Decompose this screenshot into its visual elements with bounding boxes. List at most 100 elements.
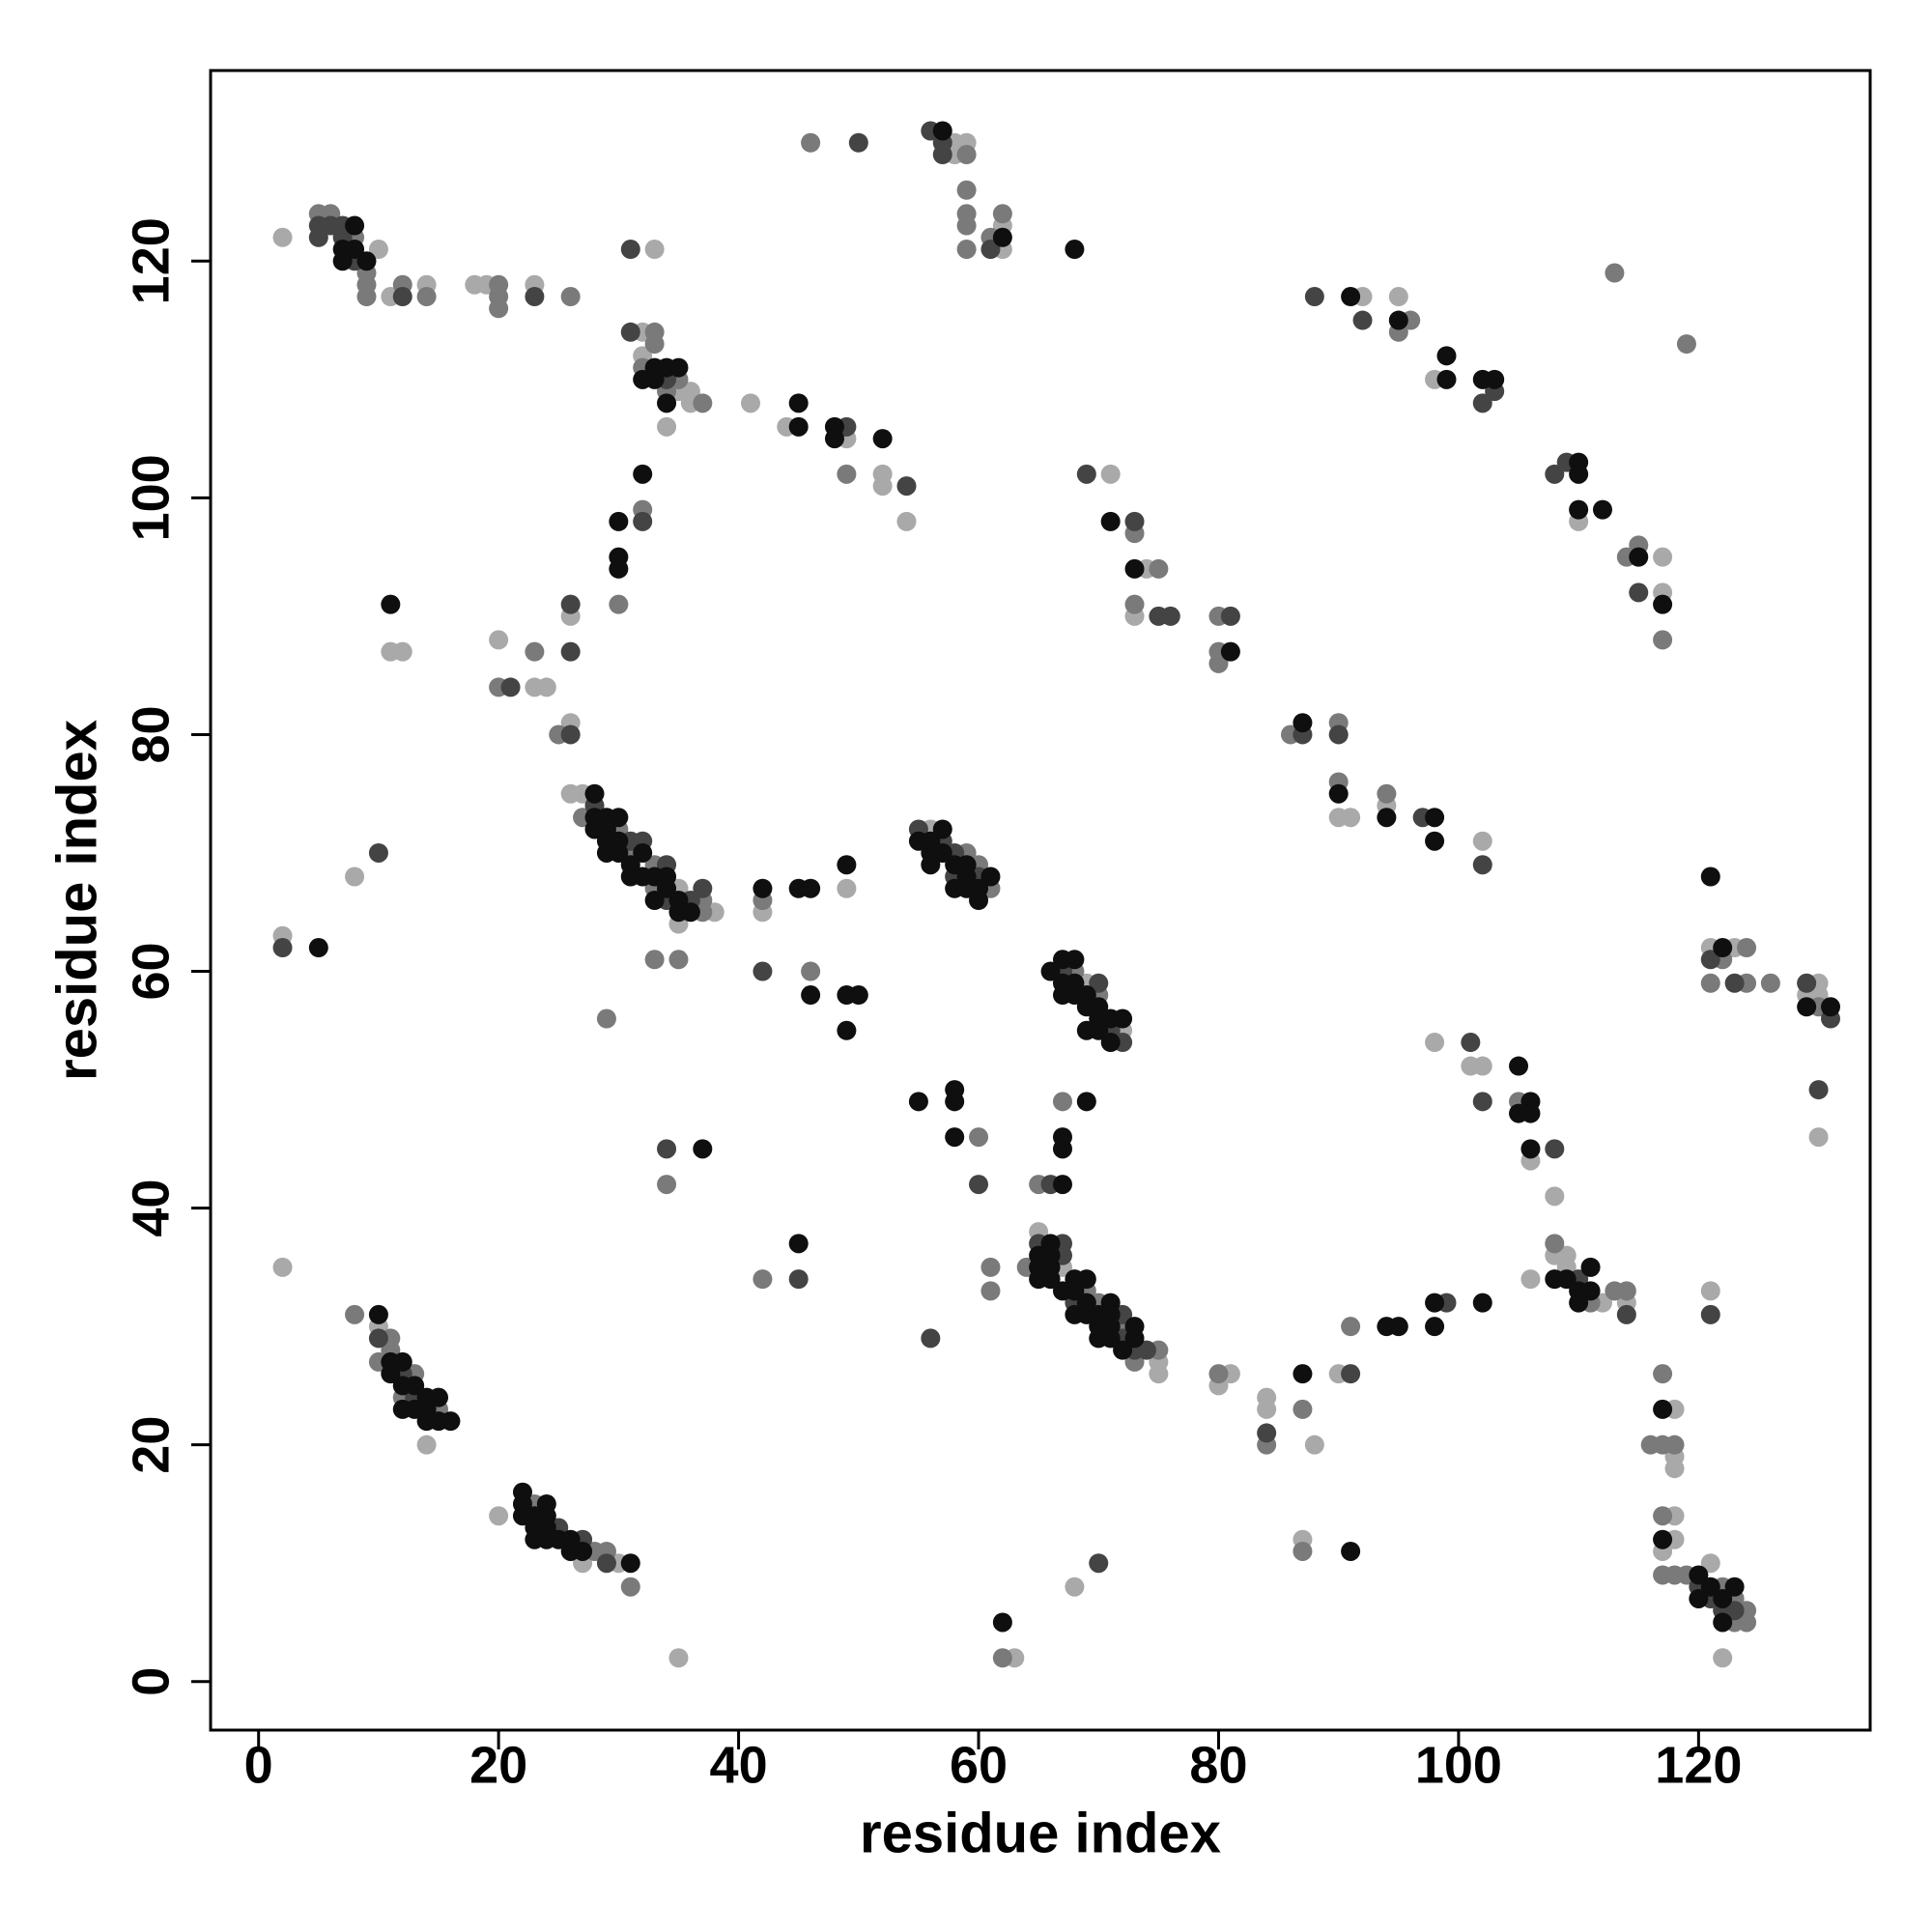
point [633, 464, 653, 484]
point [644, 334, 665, 355]
point [489, 630, 509, 650]
point [272, 1257, 293, 1277]
y-axis-title: residue index [45, 720, 108, 1081]
point [1545, 464, 1565, 484]
y-tick-label: 20 [122, 1416, 180, 1474]
point [1664, 1435, 1685, 1455]
point [1808, 1127, 1829, 1148]
point [1341, 1541, 1361, 1561]
point [1713, 1588, 1733, 1608]
point [1700, 973, 1720, 993]
point [1100, 1033, 1121, 1053]
point [596, 1553, 616, 1574]
point [848, 985, 868, 1006]
point [356, 251, 377, 271]
point [668, 1648, 689, 1668]
point [668, 357, 689, 378]
point [1700, 1553, 1720, 1574]
point [1737, 1612, 1757, 1633]
point [837, 1020, 857, 1040]
point [1124, 511, 1145, 531]
point [1569, 1293, 1589, 1313]
point [1436, 346, 1457, 366]
point [416, 287, 437, 307]
x-tick-label: 80 [1189, 1736, 1247, 1794]
point [500, 677, 521, 697]
plot-frame [209, 69, 1872, 1732]
point [1220, 641, 1240, 662]
point [741, 393, 761, 413]
point [956, 180, 977, 200]
point [1089, 1020, 1109, 1040]
point [1052, 1139, 1072, 1159]
point [1065, 950, 1085, 970]
point [1556, 1269, 1577, 1290]
point [1689, 1588, 1709, 1608]
point [609, 808, 629, 828]
point [525, 287, 545, 307]
y-tick-label: 80 [122, 705, 180, 763]
point [657, 416, 677, 437]
point [1293, 1364, 1313, 1384]
point [657, 393, 677, 413]
point [620, 1553, 640, 1574]
point [896, 511, 917, 531]
point [1136, 1340, 1156, 1360]
point [573, 1541, 593, 1561]
point [1208, 1364, 1229, 1384]
point [680, 902, 700, 923]
y-tick-label: 100 [122, 454, 180, 541]
point [644, 950, 665, 970]
point [980, 1281, 1001, 1301]
point [308, 938, 328, 958]
point [272, 938, 293, 958]
point [1124, 1328, 1145, 1349]
point [1689, 1565, 1709, 1585]
point [932, 145, 952, 165]
point [980, 240, 1001, 260]
point [668, 950, 689, 970]
point [1089, 973, 1109, 993]
point [1065, 240, 1085, 260]
point [1220, 606, 1240, 626]
point [837, 855, 857, 875]
point [272, 227, 293, 247]
point [489, 1506, 509, 1526]
point [356, 287, 377, 307]
point [1040, 1269, 1061, 1290]
x-tick-label: 40 [710, 1736, 768, 1794]
point [1545, 1139, 1565, 1159]
point [584, 783, 605, 804]
point [308, 227, 328, 247]
point [693, 878, 713, 898]
x-tick-label: 20 [469, 1736, 527, 1794]
point [1653, 1399, 1673, 1419]
point [1076, 1092, 1096, 1112]
point [1724, 1577, 1745, 1597]
point [1425, 1293, 1445, 1313]
point [837, 464, 857, 484]
point [1113, 1340, 1133, 1360]
point [405, 1376, 425, 1396]
point [788, 1234, 809, 1254]
point [1520, 1139, 1541, 1159]
point [1100, 1328, 1121, 1349]
point [1737, 938, 1757, 958]
point [1472, 393, 1492, 413]
point [1653, 1364, 1673, 1384]
point [1377, 783, 1397, 804]
point [1605, 263, 1625, 283]
point [1149, 1364, 1169, 1384]
x-tick-label: 120 [1655, 1736, 1742, 1794]
point [1124, 558, 1145, 579]
point [1592, 499, 1612, 520]
point [1341, 808, 1361, 828]
point [921, 855, 941, 875]
point [693, 1139, 713, 1159]
point [1616, 1304, 1636, 1324]
point [1425, 808, 1445, 828]
point [969, 1175, 989, 1195]
point [536, 677, 556, 697]
point [1580, 1257, 1601, 1277]
